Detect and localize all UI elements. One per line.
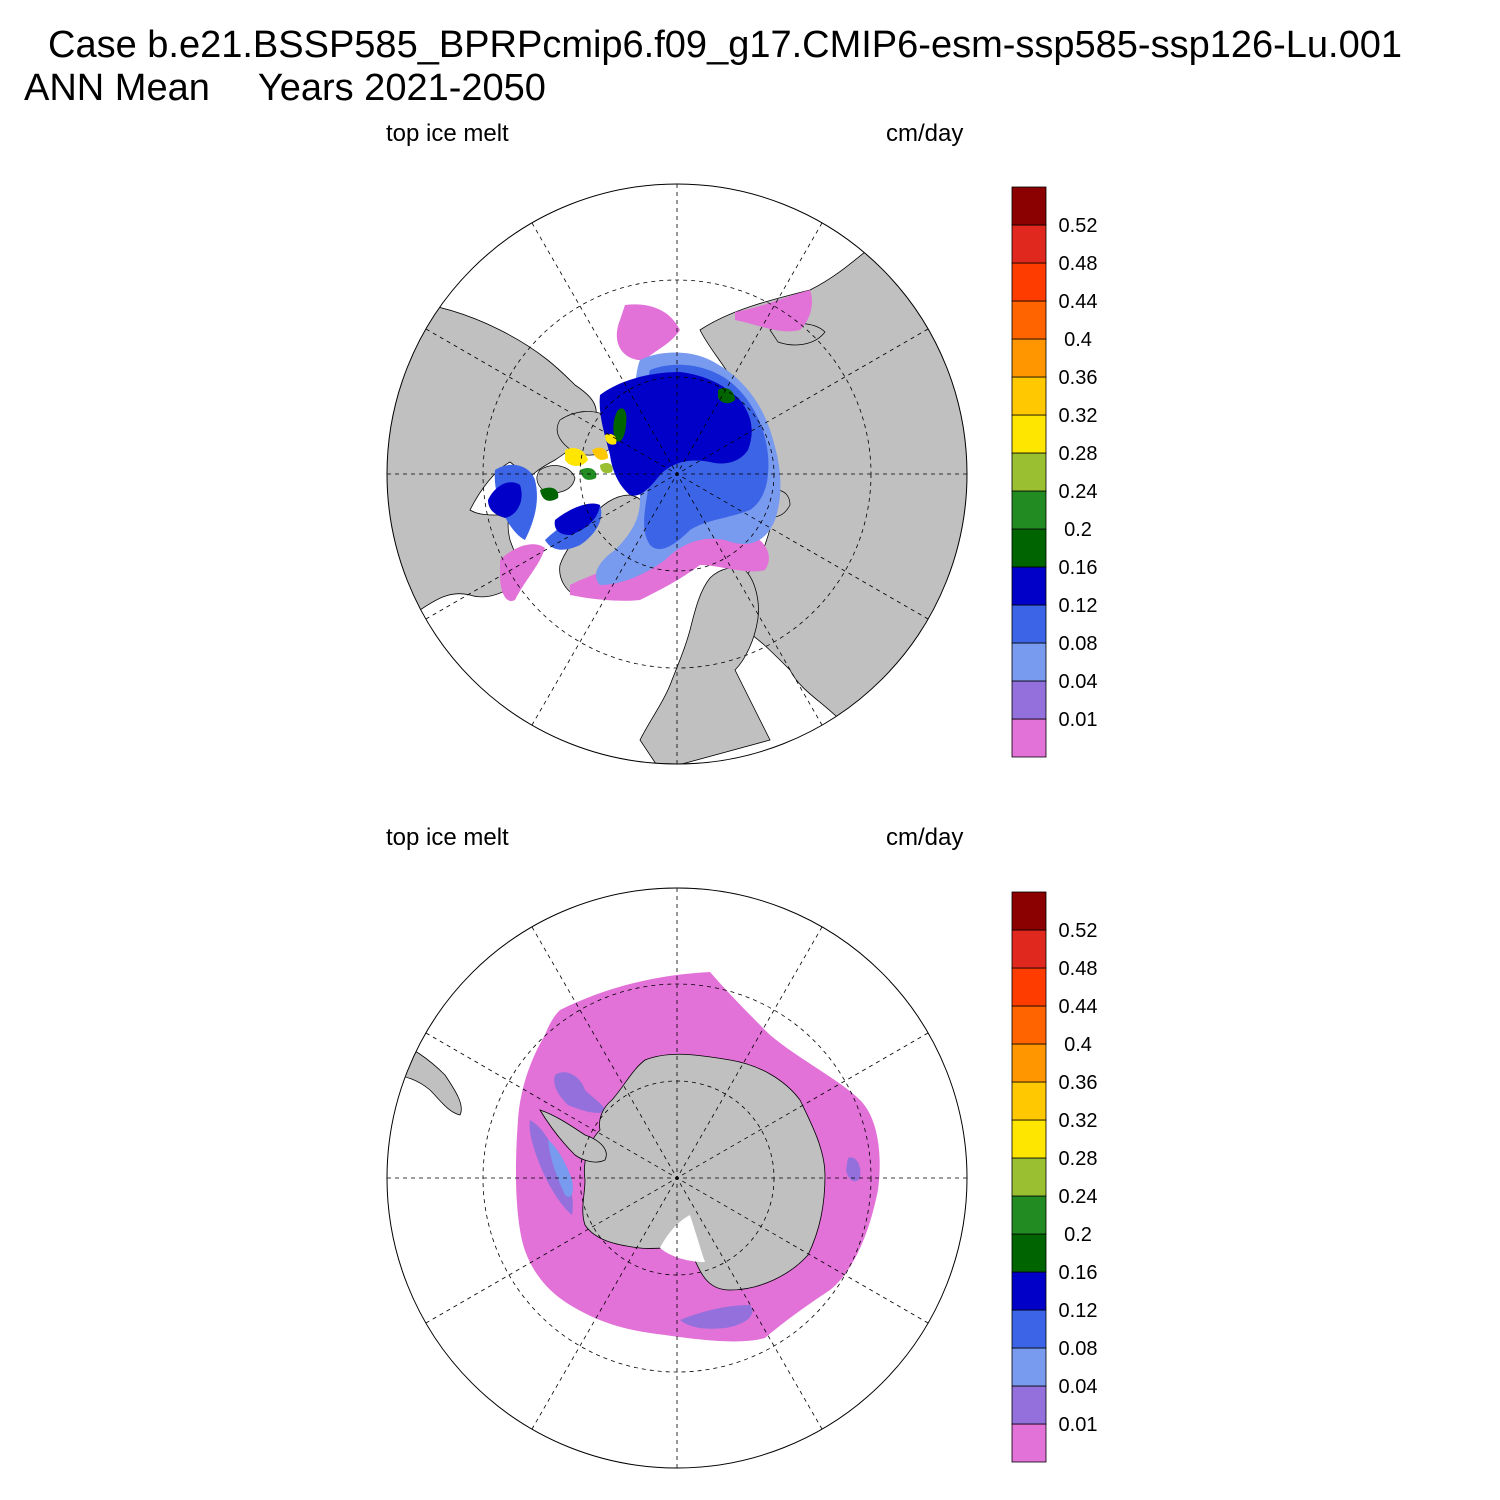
colorbar-swatch bbox=[1011, 566, 1047, 606]
south-melt-purple bbox=[529, 1120, 573, 1215]
colorbar-tick-label: 0.28 bbox=[1059, 1148, 1098, 1170]
colorbar-swatch bbox=[1011, 891, 1047, 931]
south-melt-lightblue bbox=[548, 1140, 573, 1197]
colorbar-swatch bbox=[1011, 604, 1047, 644]
colorbar-tick-label: 0.52 bbox=[1059, 215, 1098, 237]
north-melt-darkgreen bbox=[613, 408, 627, 442]
colorbar-tick-label: 0.04 bbox=[1059, 1376, 1098, 1398]
colorbar-tick-label: 0.28 bbox=[1059, 443, 1098, 465]
colorbar-tick-label: 0.48 bbox=[1059, 958, 1098, 980]
north-melt-yellow bbox=[605, 434, 617, 445]
colorbar-swatch bbox=[1011, 1271, 1047, 1311]
colorbar-tick-label: 0.12 bbox=[1059, 1300, 1098, 1322]
south-units-label: cm/day bbox=[886, 824, 964, 851]
colorbar-swatch bbox=[1011, 338, 1047, 378]
colorbar-tick-label: 0.4 bbox=[1064, 1034, 1092, 1056]
colorbar-tick-label: 0.08 bbox=[1059, 1338, 1098, 1360]
colorbar-swatch bbox=[1011, 452, 1047, 492]
south-land-peninsula bbox=[539, 1109, 607, 1163]
north-variable-label: top ice melt bbox=[386, 120, 509, 147]
colorbar-swatch bbox=[1011, 186, 1047, 226]
colorbar-swatch bbox=[1011, 1043, 1047, 1083]
years-label: Years 2021-2050 bbox=[257, 67, 546, 109]
colorbar-tick-label: 0.4 bbox=[1064, 329, 1092, 351]
north-melt-pink bbox=[616, 304, 680, 361]
south-melt-purple bbox=[680, 1305, 753, 1329]
colorbar-swatch bbox=[1011, 224, 1047, 264]
colorbar-tick-label: 0.48 bbox=[1059, 253, 1098, 275]
colorbar-swatch bbox=[1011, 967, 1047, 1007]
colorbar-tick-label: 0.12 bbox=[1059, 595, 1098, 617]
colorbar-swatch bbox=[1011, 1081, 1047, 1121]
north-polar-map bbox=[386, 183, 968, 765]
south-polar-map bbox=[386, 887, 968, 1469]
north-melt-darkblue bbox=[488, 482, 522, 518]
colorbar-tick-label: 0.36 bbox=[1059, 367, 1098, 389]
colorbar-tick-label: 0.52 bbox=[1059, 920, 1098, 942]
south-graticule bbox=[387, 888, 967, 1468]
colorbar-tick-label: 0.01 bbox=[1059, 1414, 1098, 1436]
north-melt-darkgreen bbox=[540, 487, 559, 501]
north-colorbar: 0.01 0.04 0.08 0.12 0.16 0.2 0.24 0.28 0.32 0.36 0… bbox=[1011, 186, 1098, 758]
south-ross-shelf bbox=[660, 1215, 705, 1262]
colorbar-swatch bbox=[1011, 1157, 1047, 1197]
colorbar-tick-label: 0.2 bbox=[1064, 1224, 1092, 1246]
north-melt-pink bbox=[570, 530, 769, 601]
north-melt-pink bbox=[500, 544, 545, 601]
colorbar-tick-label: 0.36 bbox=[1059, 1072, 1098, 1094]
south-melt-purple bbox=[554, 1072, 605, 1113]
north-land-europe bbox=[639, 567, 771, 764]
season-label: ANN Mean bbox=[24, 67, 210, 109]
north-land-island bbox=[536, 465, 576, 493]
colorbar-tick-label: 0.16 bbox=[1059, 557, 1098, 579]
case-title: Case b.e21.BSSP585_BPRPcmip6.f09_g17.CMI… bbox=[48, 24, 1402, 66]
period-title: ANN Mean Years 2021-2050 bbox=[24, 69, 546, 107]
colorbar-swatch bbox=[1011, 1005, 1047, 1045]
north-melt-olive bbox=[600, 462, 613, 474]
colorbar-tick-label: 0.24 bbox=[1059, 481, 1098, 503]
colorbar-swatch bbox=[1011, 490, 1047, 530]
colorbar-swatch bbox=[1011, 1347, 1047, 1387]
colorbar-swatch bbox=[1011, 1233, 1047, 1273]
colorbar-tick-label: 0.2 bbox=[1064, 519, 1092, 541]
colorbar-swatch bbox=[1011, 929, 1047, 969]
north-graticule bbox=[387, 184, 967, 764]
north-melt-darkblue bbox=[599, 372, 752, 496]
colorbar-swatch bbox=[1011, 1195, 1047, 1235]
colorbar-swatch bbox=[1011, 528, 1047, 568]
colorbar-tick-label: 0.44 bbox=[1059, 291, 1098, 313]
colorbar-tick-label: 0.44 bbox=[1059, 996, 1098, 1018]
north-melt-gold bbox=[592, 447, 608, 460]
colorbar-tick-label: 0.24 bbox=[1059, 1186, 1098, 1208]
colorbar-tick-label: 0.16 bbox=[1059, 1262, 1098, 1284]
south-land-antarctica bbox=[582, 1053, 826, 1291]
colorbar-tick-label: 0.32 bbox=[1059, 405, 1098, 427]
south-variable-label: top ice melt bbox=[386, 824, 509, 851]
colorbar-tick-label: 0.08 bbox=[1059, 633, 1098, 655]
colorbar-swatch bbox=[1011, 1309, 1047, 1349]
colorbar-swatch bbox=[1011, 1423, 1047, 1463]
colorbar-swatch bbox=[1011, 680, 1047, 720]
colorbar-swatch bbox=[1011, 414, 1047, 454]
north-melt-darkblue bbox=[554, 503, 600, 535]
colorbar-swatch bbox=[1011, 262, 1047, 302]
colorbar-swatch bbox=[1011, 642, 1047, 682]
colorbar-swatch bbox=[1011, 1119, 1047, 1159]
colorbar-tick-label: 0.04 bbox=[1059, 671, 1098, 693]
colorbar-swatch bbox=[1011, 718, 1047, 758]
south-colorbar: 0.01 0.04 0.08 0.12 0.16 0.2 0.24 0.28 0.32 0.36 0… bbox=[1011, 891, 1098, 1463]
north-map-border bbox=[386, 183, 968, 765]
colorbar-swatch bbox=[1011, 300, 1047, 340]
colorbar-swatch bbox=[1011, 376, 1047, 416]
colorbar-tick-label: 0.01 bbox=[1059, 709, 1098, 731]
south-map-border bbox=[386, 887, 968, 1469]
colorbar-tick-label: 0.32 bbox=[1059, 1110, 1098, 1132]
north-melt-darkgreen bbox=[718, 388, 735, 404]
north-melt-pink bbox=[735, 290, 812, 332]
colorbar-swatch bbox=[1011, 1385, 1047, 1425]
north-units-label: cm/day bbox=[886, 120, 964, 147]
south-melt-purple bbox=[846, 1157, 861, 1182]
north-melt-yellow bbox=[565, 448, 588, 466]
